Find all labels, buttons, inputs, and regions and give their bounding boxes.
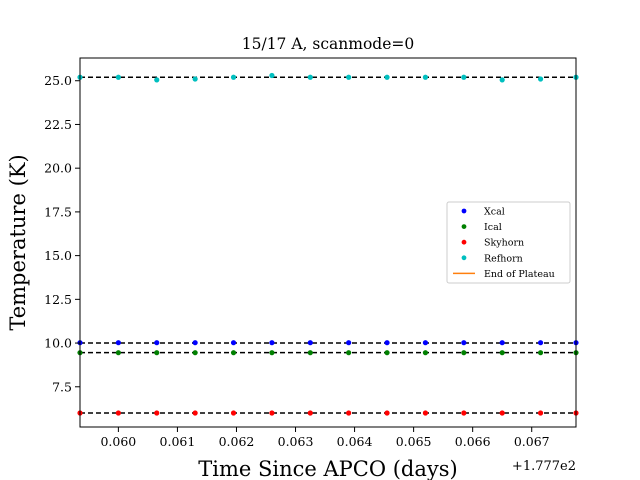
chart-title: 15/17 A, scanmode=0 <box>242 35 414 53</box>
data-point-refhorn <box>269 72 275 79</box>
data-point-xcal <box>384 340 390 346</box>
y-tick-label: 12.5 <box>44 292 72 307</box>
x-tick-label: 0.063 <box>278 434 314 449</box>
y-tick-label: 10.0 <box>44 336 72 351</box>
data-point-skyhorn <box>537 410 544 416</box>
data-point-ical <box>384 350 390 356</box>
data-point-ical <box>499 350 505 356</box>
data-point-refhorn <box>307 74 313 80</box>
data-point-ical <box>537 350 544 356</box>
data-point-skyhorn <box>422 410 429 416</box>
data-point-ical <box>154 350 160 356</box>
data-point-refhorn <box>384 74 390 80</box>
data-point-xcal <box>499 340 505 346</box>
y-tick-label: 7.5 <box>52 379 72 394</box>
data-point-xcal <box>154 340 160 346</box>
data-point-ical <box>422 350 429 356</box>
data-point-skyhorn <box>307 410 313 416</box>
data-point-xcal <box>537 340 544 346</box>
data-point-refhorn <box>115 74 121 80</box>
x-tick-label: 0.064 <box>337 434 373 449</box>
data-point-xcal <box>346 340 352 346</box>
data-point-refhorn <box>346 74 352 80</box>
data-point-xcal <box>461 340 467 346</box>
legend-marker-skyhorn <box>461 239 467 245</box>
data-point-skyhorn <box>230 410 237 416</box>
data-point-skyhorn <box>384 410 390 416</box>
x-axis-offset-label: +1.777e2 <box>512 459 576 474</box>
legend-label: Xcal <box>484 207 505 218</box>
data-point-ical <box>269 350 275 356</box>
data-point-xcal <box>307 340 313 346</box>
x-tick-label: 0.061 <box>160 434 196 449</box>
data-point-refhorn <box>154 77 160 83</box>
y-tick-label: 15.0 <box>44 248 72 263</box>
data-point-refhorn <box>422 74 429 80</box>
x-tick-label: 0.060 <box>100 434 136 449</box>
x-axis: 0.060 0.061 0.062 0.063 0.064 0.065 0.066 0.067 <box>100 427 550 449</box>
data-point-ical <box>307 350 313 356</box>
data-point-skyhorn <box>461 410 467 416</box>
legend-label: Skyhorn <box>484 238 524 249</box>
legend-label: Ical <box>484 222 502 233</box>
x-tick-label: 0.066 <box>455 434 491 449</box>
data-point-ical <box>346 350 352 356</box>
legend-marker-ical <box>461 224 467 230</box>
data-point-ical <box>192 350 198 356</box>
x-tick-label: 0.065 <box>396 434 432 449</box>
axes-frame <box>79 57 577 428</box>
data-point-ical <box>115 350 121 356</box>
data-point-xcal <box>192 340 198 346</box>
data-point-skyhorn <box>269 410 275 416</box>
legend-box <box>446 201 571 284</box>
data-point-xcal <box>422 340 429 346</box>
y-tick-label: 20.0 <box>44 161 72 176</box>
y-axis-label: Temperature (K) <box>6 154 30 330</box>
legend: Xcal Ical Skyhorn Refhorn End of Plateau <box>446 201 571 284</box>
data-point-ical <box>461 350 467 356</box>
data-point-skyhorn <box>154 410 160 416</box>
data-point-skyhorn <box>115 410 121 416</box>
data-point-refhorn <box>499 77 505 83</box>
legend-label: End of Plateau <box>484 269 555 280</box>
data-point-skyhorn <box>346 410 352 416</box>
y-tick-label: 17.5 <box>44 204 72 219</box>
data-point-refhorn <box>192 76 198 82</box>
plot-area <box>77 72 579 416</box>
data-point-xcal <box>269 340 275 346</box>
legend-marker-refhorn <box>461 255 467 261</box>
data-point-refhorn <box>537 76 544 82</box>
y-tick-label: 22.5 <box>44 117 72 132</box>
data-point-ical <box>230 350 237 356</box>
data-point-refhorn <box>461 74 467 80</box>
x-tick-label: 0.062 <box>219 434 255 449</box>
data-point-xcal <box>230 340 237 346</box>
data-point-skyhorn <box>192 410 198 416</box>
data-point-xcal <box>115 340 121 346</box>
legend-label: Refhorn <box>484 253 523 264</box>
x-tick-label: 0.067 <box>514 434 550 449</box>
y-axis: 7.5 10.0 12.5 15.0 17.5 20.0 22.5 25.0 <box>44 73 80 394</box>
legend-marker-xcal <box>461 208 467 214</box>
y-tick-label: 25.0 <box>44 73 72 88</box>
data-point-skyhorn <box>499 410 505 416</box>
x-axis-label: Time Since APCO (days) <box>198 457 457 480</box>
data-point-refhorn <box>230 74 237 80</box>
